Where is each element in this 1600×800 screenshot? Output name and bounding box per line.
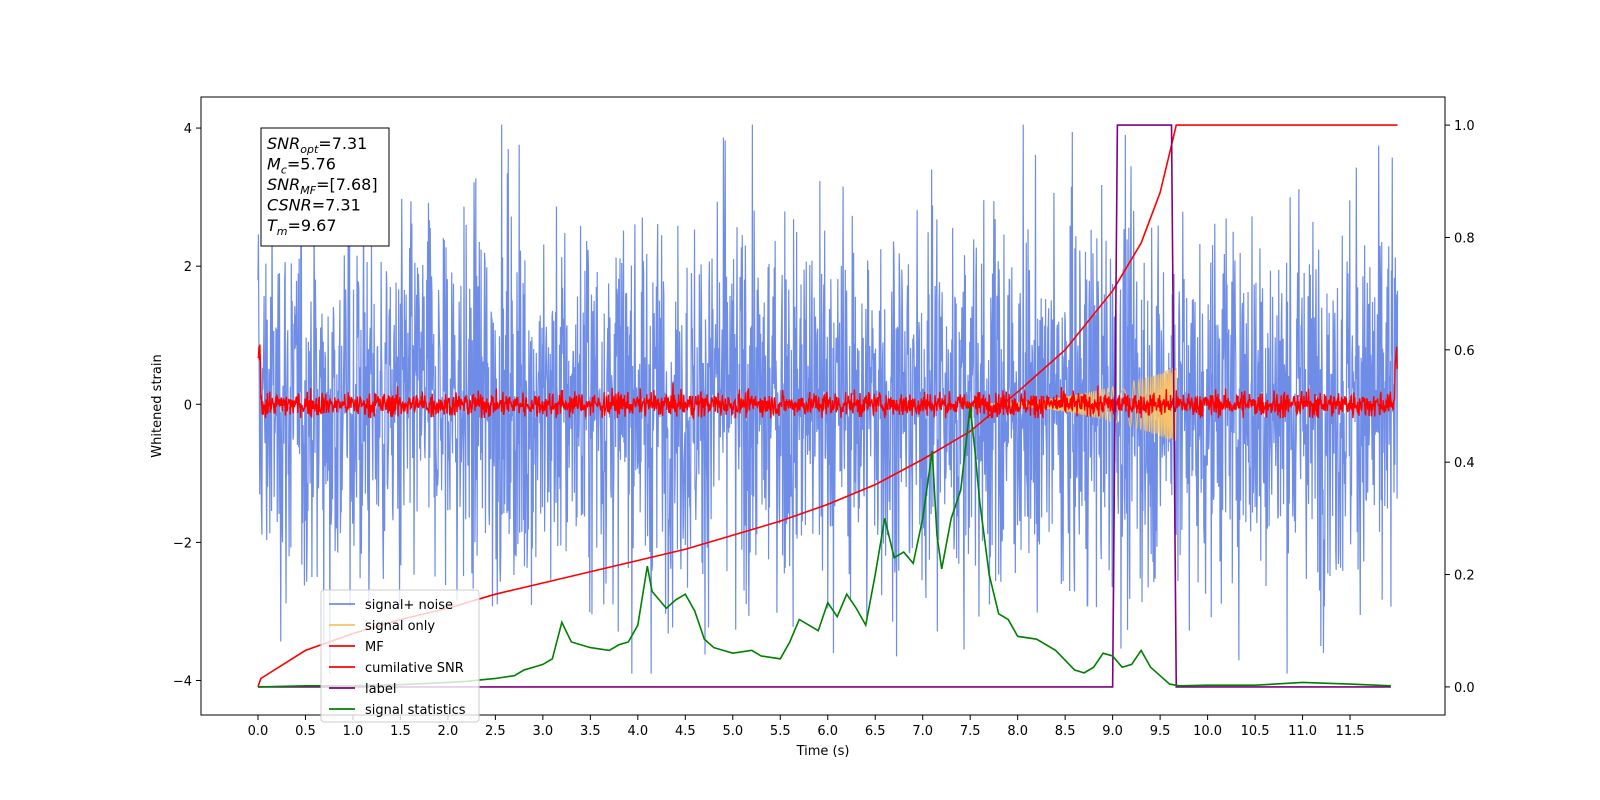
x-tick-label: 10.5 xyxy=(1241,724,1270,739)
annotation-line: Tm=9.67 xyxy=(267,216,337,238)
plot-frame xyxy=(200,96,1446,716)
y-tick-label: −4 xyxy=(173,674,192,689)
x-tick-label: 1.0 xyxy=(343,724,364,739)
legend-label-label: label xyxy=(365,682,396,697)
ticks-layer: 0.0 0.5 1.0 1.5 2.0 2.5 3.0 3.5 4.0 4.5 5.0 5.5 6.0 6… xyxy=(173,119,1475,739)
x-axis-label: Time (s) xyxy=(796,744,850,759)
x-tick-label: 3.0 xyxy=(533,724,554,739)
x-tick-label: 6.5 xyxy=(865,724,886,739)
legend: signal+ noise signal only MF cumilative SNR… xyxy=(320,589,480,723)
y-axis-label: Whitened strain xyxy=(150,354,165,457)
x-tick-label: 7.0 xyxy=(912,724,933,739)
x-tick-label: 11.5 xyxy=(1336,724,1365,739)
y2-tick-label: 1.0 xyxy=(1454,119,1475,134)
x-tick-label: 11.0 xyxy=(1288,724,1317,739)
x-tick-label: 9.0 xyxy=(1102,724,1123,739)
x-tick-label: 3.5 xyxy=(580,724,601,739)
annotation-line: SNRopt=7.31 xyxy=(267,134,367,156)
y-tick-label: −2 xyxy=(173,536,192,551)
y2-tick-label: 0.8 xyxy=(1454,231,1475,246)
x-tick-label: 8.0 xyxy=(1007,724,1028,739)
x-tick-label: 5.0 xyxy=(722,724,743,739)
legend-label-signal-only: signal only xyxy=(365,619,435,634)
legend-label-mf: MF xyxy=(365,640,384,655)
y-tick-label: 0 xyxy=(184,398,192,413)
series-signal-noise xyxy=(257,124,1399,674)
series-label xyxy=(257,124,1391,688)
legend-label-cumilative-snr: cumilative SNR xyxy=(365,661,464,676)
annotation-line: Mc=5.76 xyxy=(267,155,336,177)
x-tick-label: 2.0 xyxy=(438,724,459,739)
legend-label-signal-noise: signal+ noise xyxy=(365,598,453,613)
y2-tick-label: 0.4 xyxy=(1454,456,1475,471)
x-tick-label: 0.5 xyxy=(295,724,316,739)
x-tick-label: 0.0 xyxy=(248,724,269,739)
series-signal-statistics xyxy=(257,405,1391,688)
y-tick-label: 4 xyxy=(184,122,192,137)
y2-tick-label: 0.2 xyxy=(1454,569,1475,584)
x-tick-label: 2.5 xyxy=(485,724,506,739)
x-tick-label: 8.5 xyxy=(1055,724,1076,739)
x-tick-label: 4.5 xyxy=(675,724,696,739)
series-mf xyxy=(257,344,1399,420)
annotation-frame xyxy=(260,127,390,247)
x-tick-label: 6.0 xyxy=(817,724,838,739)
x-tick-label: 7.5 xyxy=(960,724,981,739)
annotation-line: CSNR=7.31 xyxy=(267,196,361,215)
annotation-box: SNRopt=7.31Mc=5.76SNRMF=[7.68]CSNR=7.31T… xyxy=(260,127,390,247)
annotation-line: SNRMF=[7.68] xyxy=(267,175,378,197)
x-tick-label: 4.0 xyxy=(627,724,648,739)
x-tick-label: 5.5 xyxy=(770,724,791,739)
legend-frame xyxy=(320,589,480,723)
x-tick-label: 9.5 xyxy=(1150,724,1171,739)
legend-label-signal-statistics: signal statistics xyxy=(365,703,466,718)
y-tick-label: 2 xyxy=(184,260,192,275)
x-tick-label: 10.0 xyxy=(1193,724,1222,739)
x-tick-label: 1.5 xyxy=(390,724,411,739)
y2-tick-label: 0.6 xyxy=(1454,344,1475,359)
y2-tick-label: 0.0 xyxy=(1454,681,1475,696)
